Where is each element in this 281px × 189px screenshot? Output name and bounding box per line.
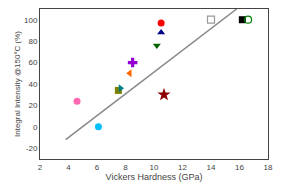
svg-text:Vickers Hardness (GPa): Vickers Hardness (GPa): [106, 172, 203, 182]
svg-text:14: 14: [207, 163, 216, 172]
svg-text:60: 60: [28, 58, 37, 67]
svg-text:80: 80: [28, 37, 37, 46]
svg-text:18: 18: [264, 163, 273, 172]
svg-text:Integral Intensity @150°C (%): Integral Intensity @150°C (%): [13, 31, 22, 137]
svg-text:8: 8: [123, 163, 128, 172]
svg-text:2: 2: [38, 163, 43, 172]
svg-text:6: 6: [95, 163, 100, 172]
svg-text:0: 0: [33, 123, 38, 132]
svg-text:20: 20: [28, 101, 37, 110]
svg-text:12: 12: [178, 163, 187, 172]
svg-text:4: 4: [66, 163, 71, 172]
svg-text:40: 40: [28, 80, 37, 89]
svg-text:10: 10: [150, 163, 159, 172]
svg-text:100: 100: [24, 16, 38, 25]
svg-text:-20: -20: [26, 144, 38, 153]
svg-text:16: 16: [235, 163, 244, 172]
